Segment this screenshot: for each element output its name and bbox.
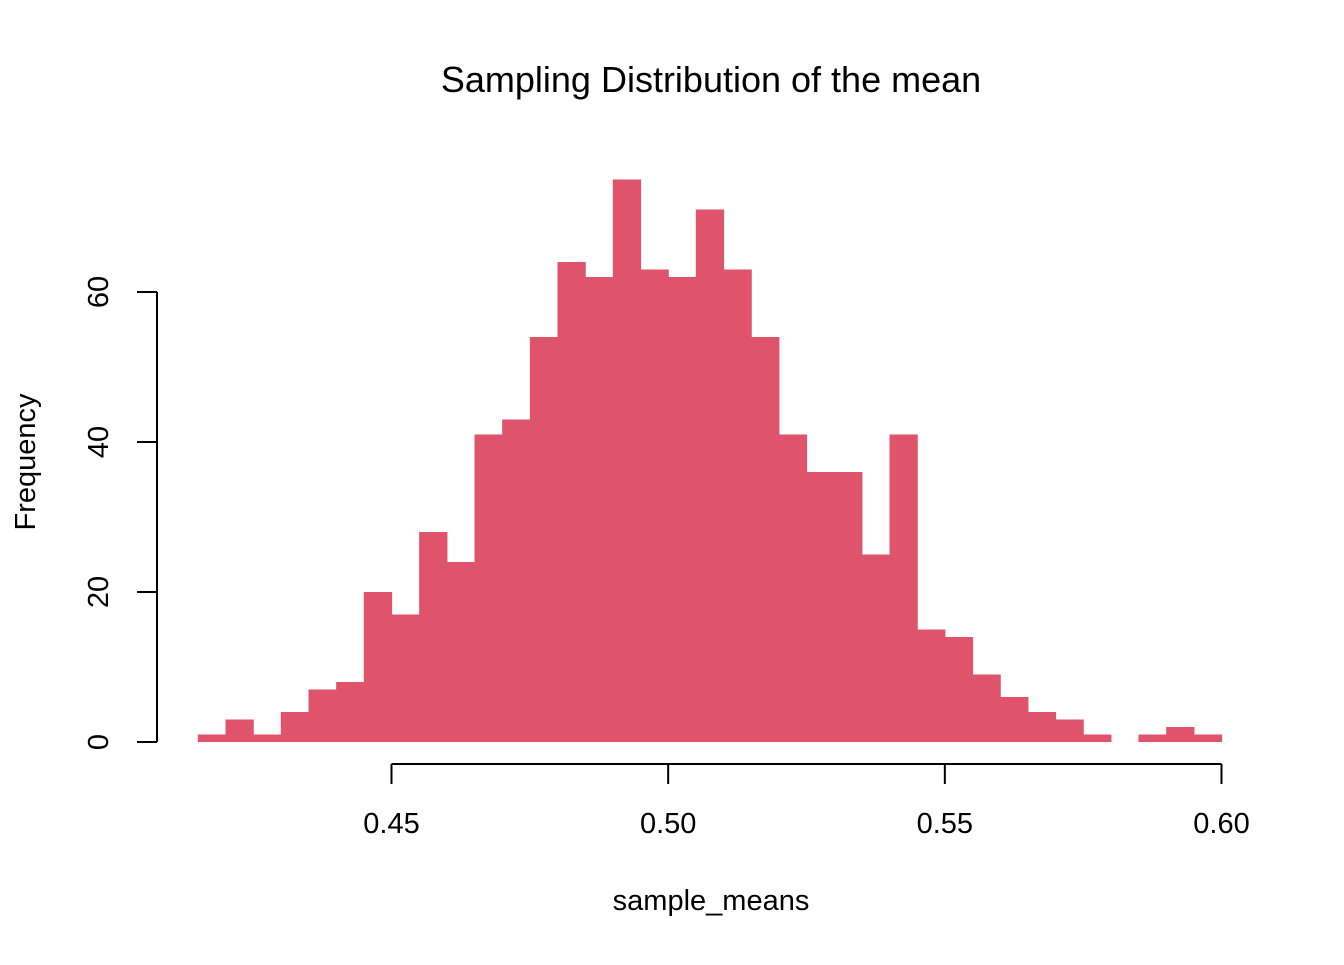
histogram-bar [668,277,697,742]
histogram-bar [391,614,420,742]
histogram-bar [502,419,531,742]
histogram-bar [972,674,1001,742]
y-tick-label: 0 [83,734,115,750]
histogram-bar [253,734,282,742]
bars-group [197,179,1223,742]
histogram-bar [1000,697,1029,742]
x-axis: 0.45 0.50 0.55 0.60 [363,763,1250,840]
histogram-bar [695,209,725,742]
histogram-bar [861,554,891,742]
chart-title: Sampling Distribution of the mean [441,59,981,100]
histogram-bar [557,262,586,742]
histogram-bar [917,629,946,742]
y-axis-title: Frequency [10,393,42,531]
histogram-bar [1193,734,1223,742]
histogram-bar [1055,719,1084,742]
x-tick-label: 0.50 [640,808,696,840]
histogram-bar [723,269,752,742]
histogram-bar [834,472,863,742]
histogram-bar [363,592,393,742]
histogram-bar [806,472,835,742]
histogram-bar [751,337,780,742]
histogram-bar [419,532,448,742]
histogram-bar [225,719,254,742]
x-tick-label: 0.55 [917,808,973,840]
x-tick-label: 0.60 [1193,808,1249,840]
x-tick-label: 0.45 [363,808,419,840]
x-axis-title: sample_means [613,885,810,917]
histogram-bar [944,637,974,742]
histogram-bar [1083,734,1112,742]
histogram-bar [585,277,614,742]
histogram-bar [1027,712,1057,742]
histogram-bar [197,734,227,742]
histogram-bar [612,179,642,742]
y-tick-label: 20 [83,576,115,608]
histogram-bar [474,434,503,742]
histogram-bar [640,269,669,742]
y-tick-label: 40 [83,426,115,458]
y-axis: 0 20 40 60 [83,276,158,750]
histogram-bar [529,337,559,742]
histogram-bar [889,434,918,742]
histogram-bar [308,689,337,742]
histogram-bar [446,562,476,742]
histogram-bar [1166,727,1195,742]
histogram-bar [280,712,310,742]
histogram-bar [778,434,808,742]
histogram-bar [1138,734,1167,742]
histogram-bar [336,682,365,742]
y-tick-label: 60 [83,276,115,308]
